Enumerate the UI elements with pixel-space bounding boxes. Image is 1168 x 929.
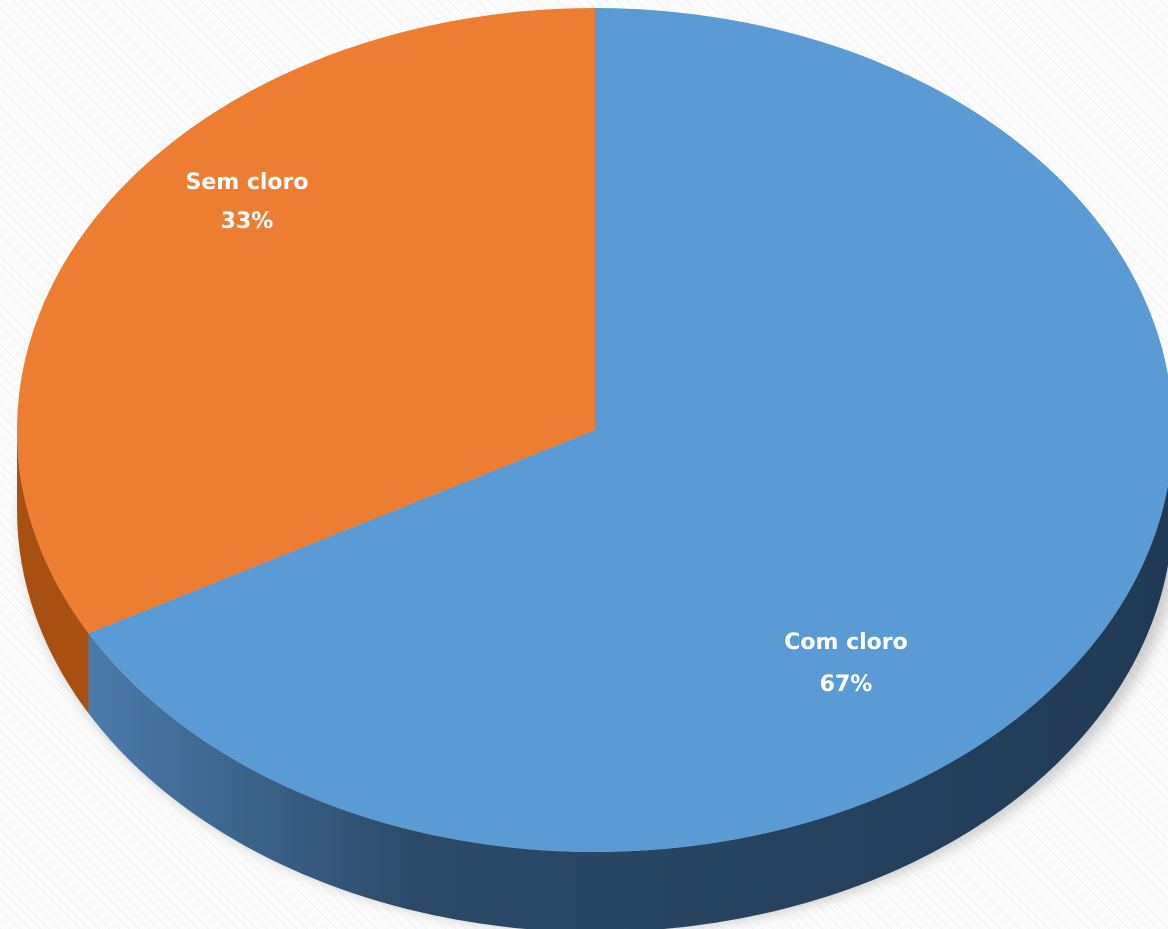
pie-slice-sem-cloro: [16, 8, 595, 634]
slice-percent-com-cloro: 67%: [820, 672, 873, 697]
pie-side-com-cloro: [88, 485, 1168, 929]
slice-label-sem-cloro: Sem cloro: [185, 170, 308, 195]
slice-label-com-cloro: Com cloro: [784, 630, 908, 655]
pie-side-sem-cloro: [17, 430, 89, 714]
slice-percent-sem-cloro: 33%: [221, 209, 274, 234]
pie-slice-com-cloro: [88, 8, 1168, 852]
